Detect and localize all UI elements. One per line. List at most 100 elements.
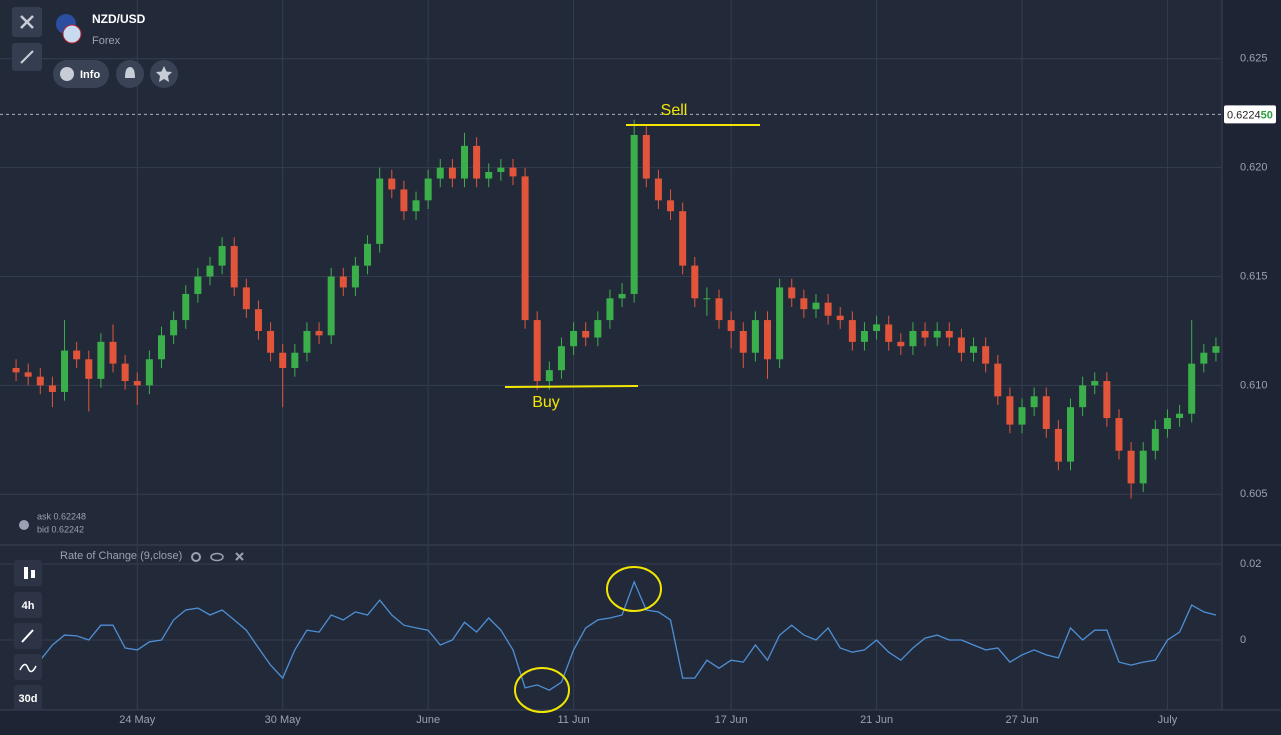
indicator-icon — [19, 663, 37, 673]
candle-body — [497, 167, 505, 173]
candle-body — [388, 178, 396, 190]
candle-body — [1006, 396, 1014, 425]
bid-price: bid 0.62242 — [37, 524, 84, 534]
candle-body — [424, 178, 432, 201]
candle-body — [61, 350, 69, 392]
candle-body — [533, 320, 541, 382]
range-label: 30d — [19, 693, 38, 705]
highlight-circle — [606, 566, 662, 612]
candle-body — [1030, 396, 1038, 408]
candle-body — [873, 324, 881, 331]
candle-body — [860, 330, 868, 342]
y-tick-label: 0.615 — [1240, 270, 1268, 282]
remove-icon[interactable] — [235, 552, 244, 561]
star-icon — [156, 66, 172, 82]
x-tick-label: July — [1158, 714, 1178, 726]
price-tag — [1224, 105, 1276, 124]
x-tick-label: 30 May — [265, 714, 302, 726]
candle-body — [376, 178, 384, 244]
candle-body — [509, 167, 517, 177]
candle-body — [218, 246, 226, 266]
candle-body — [800, 298, 808, 310]
x-tick-label: June — [416, 714, 440, 726]
candle-body — [570, 330, 578, 347]
candle-body — [1042, 396, 1050, 429]
candle-body — [642, 135, 650, 179]
candle-body — [254, 309, 262, 331]
price-main: 0.6224 — [1227, 109, 1261, 121]
range-button[interactable] — [14, 685, 42, 711]
candle-body — [1163, 418, 1171, 429]
candle-icon — [31, 570, 35, 578]
y-tick-label: 0 — [1240, 634, 1246, 646]
symbol: NZD/USD — [92, 12, 146, 26]
marks — [0, 113, 1222, 691]
help-icon — [19, 520, 29, 530]
candle-body — [630, 135, 638, 294]
candle-body — [303, 330, 311, 353]
candle-body — [73, 350, 81, 360]
candle-body — [739, 330, 747, 353]
roc-line — [15, 580, 1217, 691]
candle-body — [594, 320, 602, 338]
candle-body — [291, 352, 299, 368]
x-tick-label: 21 Jun — [860, 714, 893, 726]
x-tick-label: 17 Jun — [715, 714, 748, 726]
candle-body — [461, 145, 468, 179]
timeframe-button[interactable] — [14, 592, 42, 618]
candle-body — [691, 265, 699, 299]
candle-body — [327, 276, 335, 336]
candle-body — [679, 211, 687, 266]
candle-body — [412, 200, 420, 212]
candle-body — [85, 359, 93, 379]
candle-body — [158, 335, 165, 360]
candle-body — [1151, 428, 1159, 451]
candle-body — [36, 376, 44, 386]
candle-body — [473, 145, 481, 179]
candle-body — [351, 265, 359, 288]
settings-icon[interactable] — [191, 552, 201, 562]
candle-body — [109, 341, 117, 364]
candle-body — [521, 176, 529, 321]
candle-body — [133, 381, 141, 386]
candle-body — [957, 337, 965, 353]
candle-body — [764, 320, 771, 360]
candle-body — [994, 363, 1002, 397]
candle-body — [582, 330, 590, 338]
candle-body — [12, 367, 20, 373]
y-tick-label: 0.02 — [1240, 558, 1261, 570]
candle-body — [788, 287, 796, 299]
pencil-icon — [21, 629, 34, 643]
candle-body — [921, 330, 929, 338]
candle-body — [606, 298, 614, 321]
candle-body — [715, 298, 723, 321]
candle-body — [121, 363, 129, 382]
candle-body — [1091, 381, 1099, 386]
close-icon — [20, 15, 34, 29]
grid — [0, 0, 1222, 710]
candle-body — [812, 302, 820, 310]
candle-body — [909, 330, 917, 347]
candle-body — [703, 298, 711, 300]
candle-body — [448, 167, 456, 179]
candle-body — [145, 359, 153, 386]
candle-body — [1176, 413, 1184, 419]
candle-body — [970, 346, 978, 353]
candle-body — [545, 370, 553, 382]
visibility-icon[interactable] — [210, 552, 224, 562]
bell-icon — [125, 67, 135, 78]
candle-body — [242, 287, 250, 310]
candle-body — [1079, 385, 1087, 408]
candle-body — [1188, 363, 1196, 414]
candle-body — [848, 320, 856, 342]
candle-body — [267, 330, 275, 353]
candle-body — [279, 352, 287, 368]
y-tick-label: 0.625 — [1240, 53, 1268, 65]
candle-body — [1139, 450, 1147, 484]
candle-body — [1067, 407, 1074, 462]
x-tick-label: 11 Jun — [557, 714, 589, 726]
candle-body — [982, 346, 990, 364]
candle-body — [1115, 418, 1123, 451]
candle-body — [206, 265, 214, 277]
